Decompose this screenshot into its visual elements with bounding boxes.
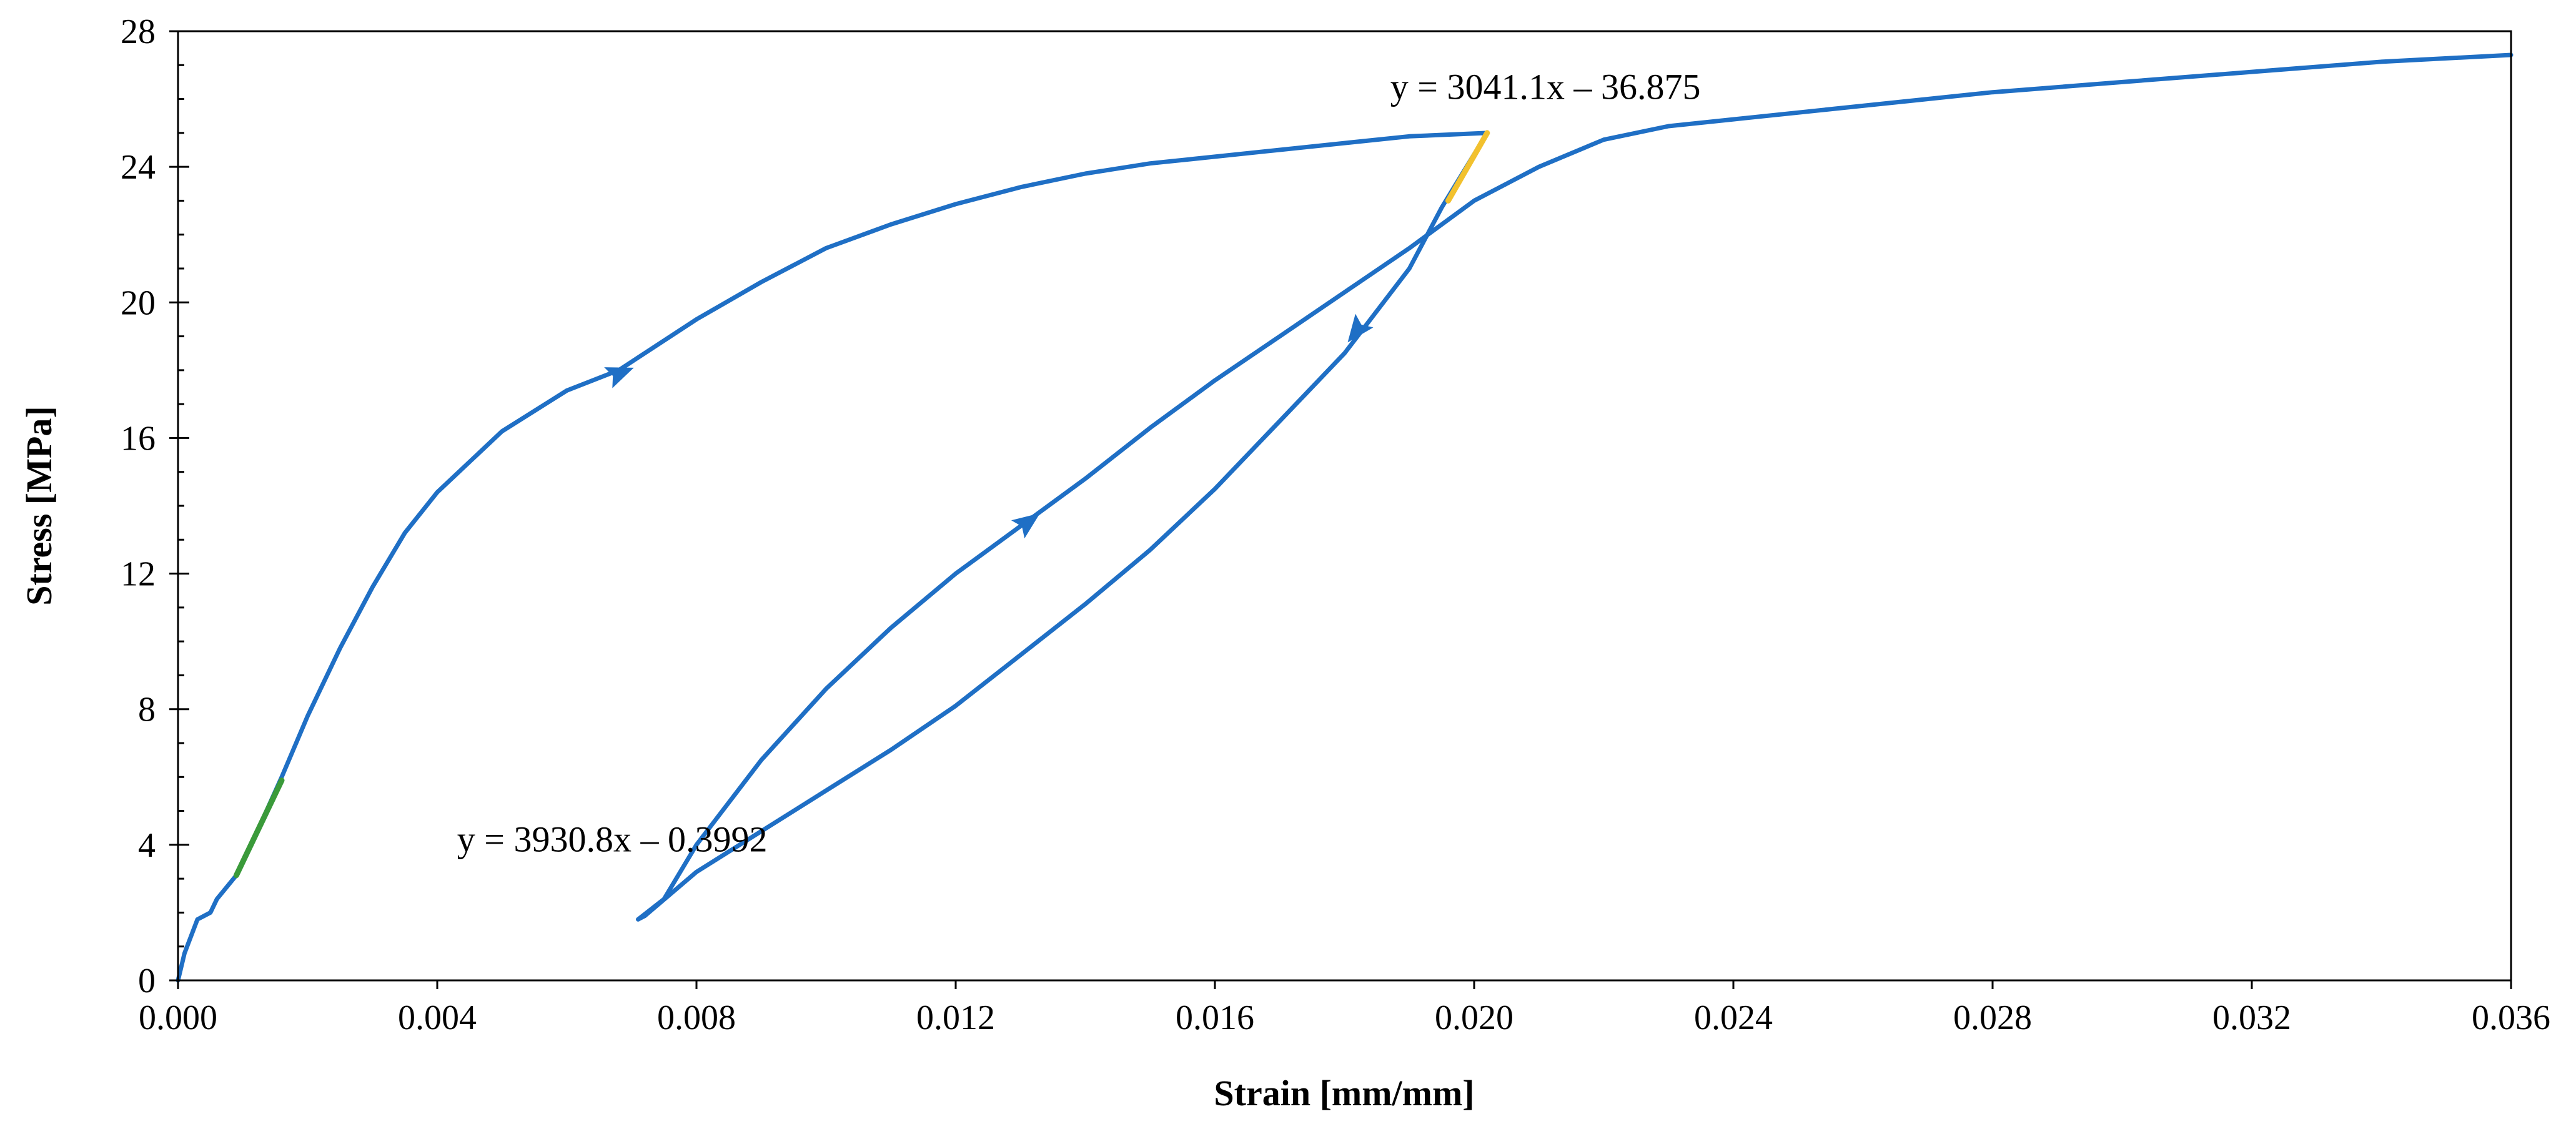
x-axis-title: Strain [mm/mm] <box>1214 1073 1474 1113</box>
x-tick-label: 0.032 <box>2212 998 2291 1037</box>
direction-arrow-3 <box>1347 313 1374 343</box>
trendline-equation-1: y = 3041.1x – 36.875 <box>1390 67 1701 107</box>
trendline-equations: y = 3041.1x – 36.875 y = 3930.8x – 0.3992 <box>457 67 1701 860</box>
x-tick-label: 0.016 <box>1176 998 1254 1037</box>
data-series-group <box>176 52 2514 983</box>
direction-arrow-2 <box>1011 513 1041 539</box>
x-tick-label: 0.036 <box>2472 998 2550 1037</box>
y-tick-label: 20 <box>121 284 156 322</box>
x-tick-label: 0.028 <box>1953 998 2032 1037</box>
x-tick-label: 0.012 <box>916 998 995 1037</box>
y-tick-label: 8 <box>138 691 156 729</box>
x-tick-label: 0.008 <box>657 998 736 1037</box>
y-tick-label: 0 <box>138 962 156 1000</box>
y-axis-ticks: 0 4 8 12 16 20 24 28 <box>121 12 189 1000</box>
direction-arrows-group <box>604 313 1374 539</box>
x-tick-label: 0.000 <box>139 998 217 1037</box>
y-tick-label: 4 <box>138 826 156 865</box>
x-axis-ticks: 0.000 0.004 0.008 0.012 0.016 0.020 0.024 0.028… <box>139 980 2550 1037</box>
series-line-2 <box>636 131 1490 922</box>
y-tick-label: 16 <box>121 419 156 458</box>
y-tick-label: 28 <box>121 12 156 51</box>
y-tick-label: 12 <box>121 555 156 594</box>
y-axis-title: Stress [MPa] <box>19 406 59 605</box>
direction-arrow-1 <box>604 367 634 388</box>
x-tick-label: 0.004 <box>398 998 477 1037</box>
series-line-4 <box>233 777 285 879</box>
x-tick-label: 0.020 <box>1435 998 1513 1037</box>
series-line-5 <box>1445 130 1490 204</box>
series-line-3 <box>636 52 2514 922</box>
trendline-equation-2: y = 3930.8x – 0.3992 <box>457 819 768 860</box>
x-tick-label: 0.024 <box>1694 998 1773 1037</box>
y-tick-label: 24 <box>121 148 156 187</box>
series-line-1 <box>176 131 1490 983</box>
